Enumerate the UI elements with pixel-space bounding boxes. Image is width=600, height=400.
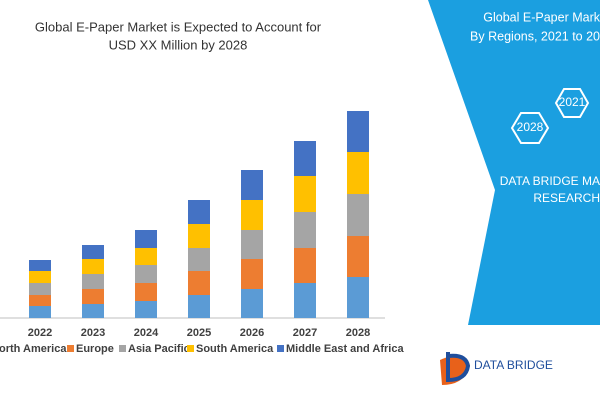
bar-segment [347, 111, 369, 152]
bar-segment [29, 260, 51, 271]
bar-segment [135, 230, 157, 248]
bar-segment [241, 289, 263, 318]
bar-segment [29, 295, 51, 306]
x-tick-label: 2022 [28, 327, 52, 339]
bar-segment [82, 245, 104, 259]
x-tick-label: 2024 [134, 327, 159, 339]
bar-segment [294, 248, 316, 283]
bar-segment [135, 283, 157, 301]
x-tick-label: 2026 [240, 327, 264, 339]
bar-segment [347, 194, 369, 236]
bar-segment [29, 283, 51, 295]
legend-marker [67, 345, 74, 352]
hexagon-label: 2028 [517, 120, 544, 134]
side-panel [428, 0, 600, 325]
bar-segment [82, 274, 104, 289]
bar-segment [82, 259, 104, 274]
bar-segment [347, 236, 369, 277]
bar-segment [347, 277, 369, 318]
bar-segment [241, 170, 263, 200]
legend-label: Europe [76, 343, 114, 355]
chart-title: Global E-Paper Market is Expected to Acc… [35, 19, 322, 34]
bar-segment [135, 301, 157, 318]
brand-text: RESEARCH [533, 191, 600, 205]
bar-segment [135, 265, 157, 283]
bar-segment [294, 176, 316, 212]
bar-segment [188, 248, 210, 271]
chart-title: USD XX Million by 2028 [109, 37, 248, 52]
x-tick-label: 2027 [293, 327, 317, 339]
logo-text: DATA BRIDGE [474, 358, 553, 372]
hexagon [510, 112, 550, 144]
bar-segment [241, 259, 263, 289]
panel-heading: By Regions, 2021 to 20 [470, 29, 600, 43]
legend-marker [119, 345, 126, 352]
brand-text: DATA BRIDGE MA [500, 174, 600, 188]
logo: DATA BRIDGE [440, 352, 553, 385]
legend-label: South America [196, 343, 274, 355]
bar-segment [294, 141, 316, 176]
bar-segment [294, 283, 316, 318]
x-tick-label: 2028 [346, 327, 370, 339]
panel-heading: Global E-Paper Mark [483, 10, 600, 24]
bar-segment [241, 200, 263, 230]
legend-label: Middle East and Africa [286, 343, 404, 355]
bar-segment [82, 289, 104, 304]
logo-icon [446, 352, 471, 383]
bar-segment [241, 230, 263, 259]
bar-segment [82, 304, 104, 318]
bar-segment [188, 224, 210, 248]
x-tick-label: 2025 [187, 327, 211, 339]
bar-segment [29, 271, 51, 283]
legend-marker [277, 345, 284, 352]
bar-segment [188, 295, 210, 318]
bar-segment [188, 200, 210, 224]
bar-segment [294, 212, 316, 248]
x-tick-label: 2023 [81, 327, 105, 339]
legend-marker [187, 345, 194, 352]
legend-label: Asia Pacific [128, 343, 190, 355]
bar-segment [188, 271, 210, 295]
hexagon [554, 88, 590, 118]
bar-segment [347, 152, 369, 194]
bar-segment [29, 306, 51, 318]
bar-segment [135, 248, 157, 265]
hexagon-label: 2021 [559, 95, 586, 109]
legend-label: orth America [0, 343, 67, 355]
